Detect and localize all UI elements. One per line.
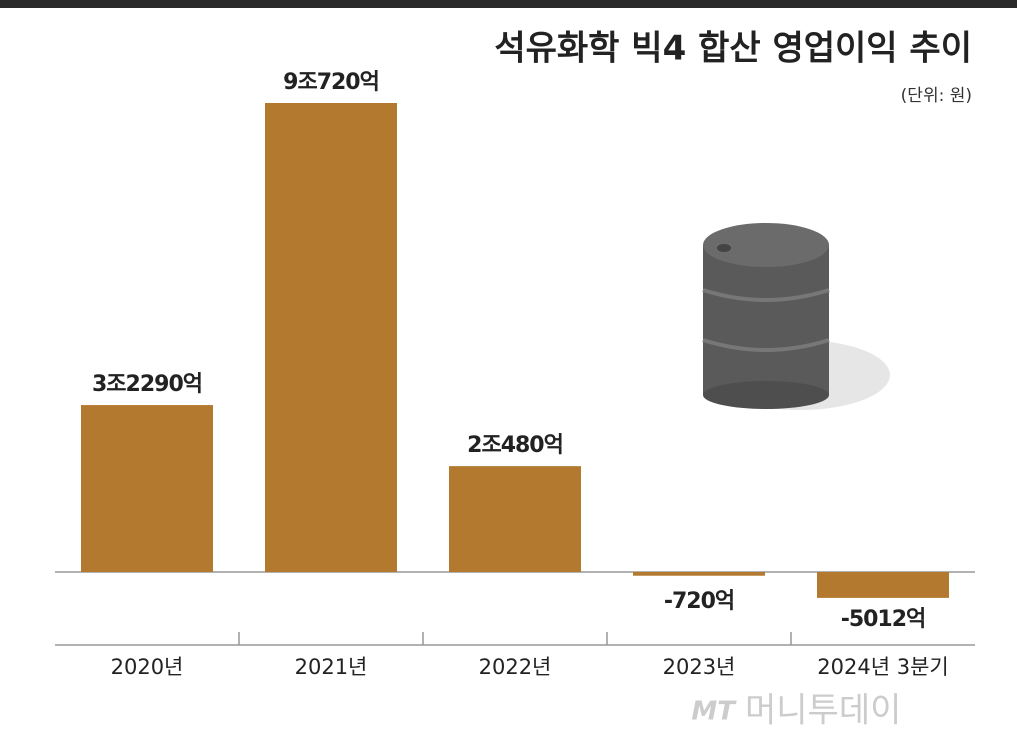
x-tick-label: 2022년 <box>479 655 552 679</box>
bar <box>633 572 765 576</box>
watermark-logo: MT <box>691 697 737 727</box>
watermark-name: 머니투데이 <box>745 691 901 731</box>
top-bar <box>0 0 1017 8</box>
chart-subtitle: (단위: 원) <box>901 86 972 106</box>
x-tick-label: 2020년 <box>111 655 184 679</box>
value-label: 3조2290억 <box>92 372 202 397</box>
value-label: 9조720억 <box>283 70 379 95</box>
bar <box>817 572 949 598</box>
value-label: 2조480억 <box>467 433 563 458</box>
x-tick-label: 2023년 <box>663 655 736 679</box>
bar <box>265 103 397 572</box>
bar <box>81 405 213 572</box>
value-label: -5012억 <box>841 607 926 632</box>
value-label: -720억 <box>664 589 734 614</box>
x-tick-label: 2024년 3분기 <box>817 655 948 679</box>
chart-title: 석유화학 빅4 합산 영업이익 추이 <box>494 29 972 69</box>
bar <box>449 466 581 572</box>
barrel-illustration <box>702 223 890 410</box>
x-tick-label: 2021년 <box>295 655 368 679</box>
